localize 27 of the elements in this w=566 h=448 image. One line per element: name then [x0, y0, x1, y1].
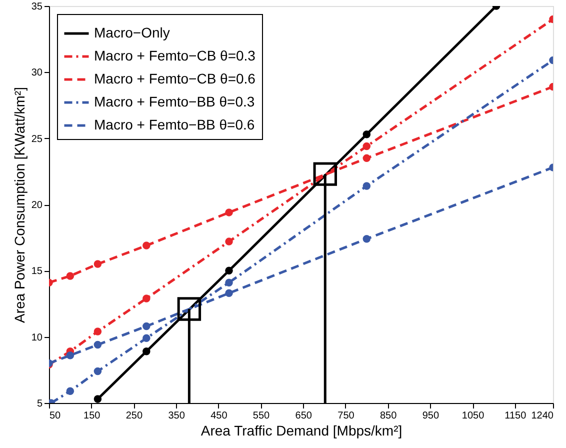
- legend-label: Macro + Femto−CB θ=0.6: [94, 70, 256, 86]
- y-tick-label: 5: [36, 398, 43, 410]
- x-tick-label: 150: [84, 410, 101, 422]
- x-tick-label: 950: [422, 410, 440, 422]
- x-tick-label: 550: [252, 410, 270, 422]
- x-tick-label: 350: [168, 410, 186, 422]
- y-tick-label: 10: [31, 332, 43, 344]
- x-tick-label: 1050: [462, 410, 485, 422]
- legend-label: Macro + Femto−BB θ=0.3: [94, 94, 255, 110]
- x-tick-label: 1150: [504, 410, 527, 422]
- x-tick-label: 50: [50, 410, 62, 422]
- y-tick-label: 30: [31, 68, 43, 79]
- legend-label: Macro + Femto−BB θ=0.6: [94, 116, 255, 132]
- x-tick-label: 650: [295, 410, 312, 422]
- legend-label: Macro + Femto−CB θ=0.3: [94, 48, 256, 64]
- y-axis-title: Area Power Consumption [KWatt/km²]: [11, 86, 28, 324]
- x-tick-label: 1240: [531, 410, 554, 422]
- legend-label: Macro−Only: [94, 24, 170, 40]
- y-tick-label: 35: [31, 2, 43, 12]
- y-tick-label: 15: [31, 266, 43, 278]
- x-tick-label: 450: [210, 410, 228, 422]
- x-tick-label: 250: [126, 410, 143, 422]
- x-tick-label: 750: [338, 410, 355, 422]
- x-axis-title: Area Traffic Demand [Mbps/km²]: [200, 422, 402, 438]
- y-tick-label: 20: [31, 200, 43, 211]
- x-tick-label: 850: [380, 410, 398, 422]
- y-tick-label: 25: [31, 134, 43, 145]
